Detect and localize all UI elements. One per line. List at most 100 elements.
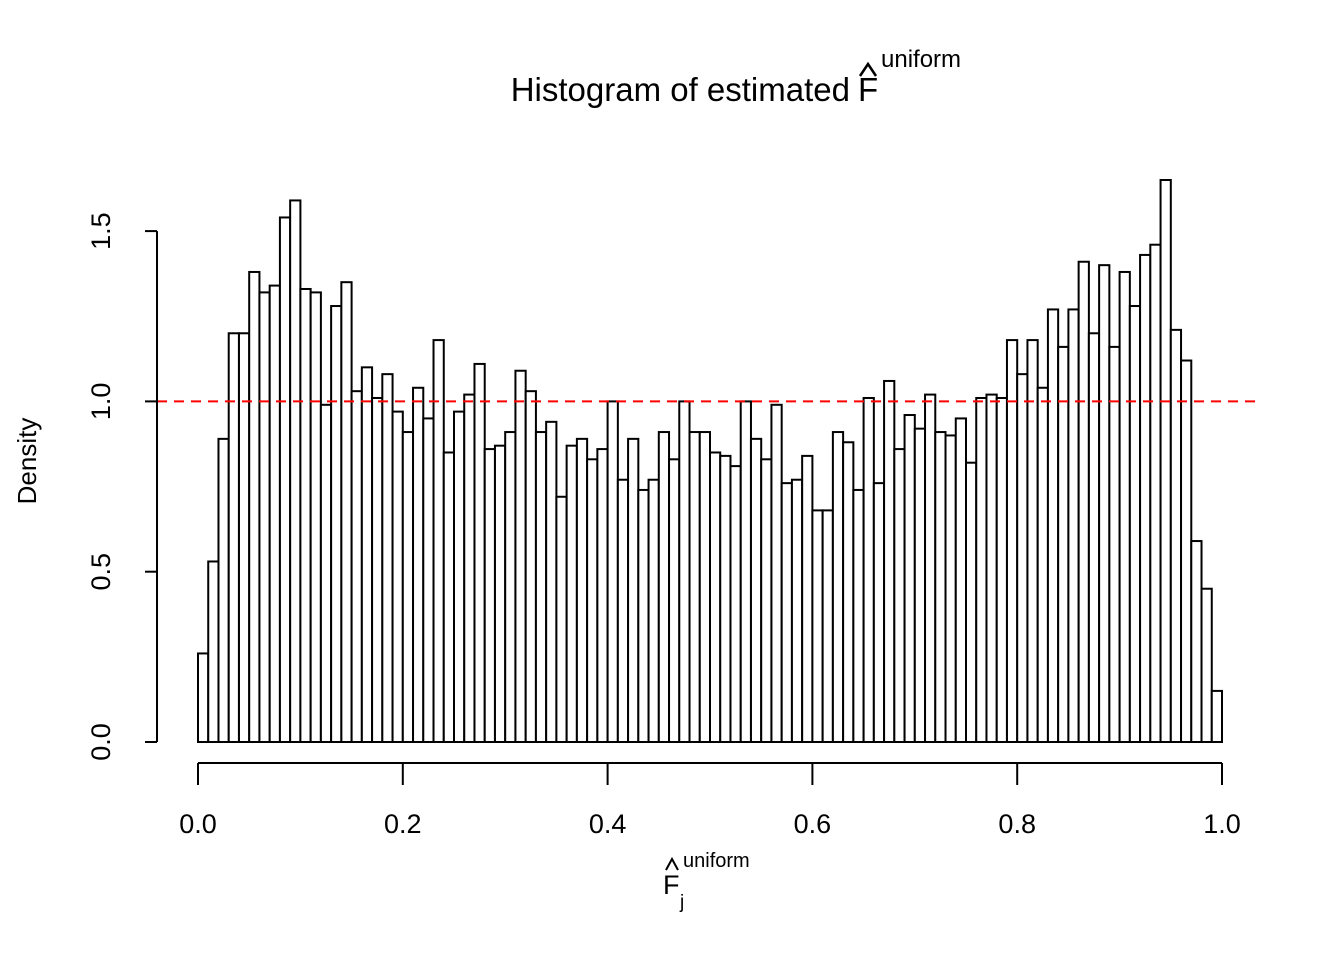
- bar: [606, 400, 619, 743]
- bar: [1005, 339, 1019, 743]
- bar: [268, 284, 281, 743]
- bar: [350, 390, 363, 743]
- bar: [463, 393, 476, 743]
- bar: [453, 410, 466, 743]
- bar: [299, 287, 312, 743]
- bar: [719, 454, 732, 743]
- bar: [412, 386, 425, 743]
- bar: [555, 495, 568, 743]
- bar: [340, 281, 353, 743]
- bar: [493, 444, 507, 743]
- y-label: Density: [12, 418, 42, 505]
- bar: [422, 417, 435, 743]
- x-tick-label: 0.2: [384, 809, 422, 839]
- bar: [1190, 540, 1203, 743]
- bar: [954, 417, 968, 743]
- bar: [985, 393, 998, 743]
- bar: [913, 427, 927, 743]
- bar: [842, 441, 855, 743]
- bar: [514, 369, 527, 743]
- bar: [575, 437, 589, 743]
- bar: [565, 444, 578, 743]
- bar: [197, 652, 210, 744]
- y-tick-label: 1.0: [86, 383, 116, 421]
- bar: [309, 291, 322, 743]
- bar: [1016, 373, 1029, 743]
- bar: [237, 332, 251, 743]
- y-tick-label: 0.5: [86, 553, 116, 591]
- bar: [770, 403, 783, 743]
- x-label-hat: [665, 856, 679, 871]
- bar: [524, 390, 537, 743]
- bar: [1159, 179, 1172, 743]
- title-hat: [858, 61, 878, 77]
- bar: [883, 379, 896, 743]
- bar: [319, 403, 333, 743]
- bar: [278, 216, 292, 743]
- bar: [811, 509, 824, 743]
- bar: [739, 400, 752, 743]
- bar: [534, 431, 548, 743]
- bar: [678, 400, 691, 743]
- bar: [1149, 243, 1162, 743]
- bar: [647, 478, 660, 743]
- bar: [401, 431, 415, 743]
- title-symbol: F: [858, 71, 878, 108]
- bar: [432, 339, 445, 743]
- bar: [371, 396, 384, 743]
- title-superscript: uniform: [881, 46, 961, 73]
- x-label-superscript: uniform: [683, 850, 750, 872]
- x-tick-label: 0.8: [998, 809, 1036, 839]
- bar: [821, 509, 834, 743]
- bar: [965, 461, 978, 743]
- bar: [1067, 308, 1080, 743]
- bar: [1057, 345, 1070, 743]
- bar: [504, 431, 517, 743]
- bar: [258, 291, 271, 743]
- bar: [627, 437, 640, 743]
- bar: [852, 488, 865, 743]
- bar: [1200, 587, 1213, 744]
- chart-title: Histogram of estimated: [511, 71, 850, 108]
- x-tick-label: 0.0: [179, 809, 217, 839]
- bar: [1180, 359, 1193, 743]
- bar: [698, 431, 712, 743]
- bar: [749, 437, 763, 743]
- bar: [995, 396, 1008, 743]
- bar: [227, 332, 240, 743]
- bar: [381, 373, 394, 743]
- bar: [790, 478, 804, 743]
- bar: [688, 431, 701, 743]
- bar: [545, 420, 558, 743]
- x-label-subscript: j: [679, 892, 684, 913]
- bar: [1026, 339, 1039, 743]
- x-label-symbol: F: [663, 870, 680, 900]
- bar: [944, 434, 957, 743]
- bar: [1046, 308, 1060, 743]
- bar: [1087, 332, 1101, 743]
- bar: [391, 410, 404, 743]
- bar: [934, 431, 947, 743]
- bar: [1036, 386, 1049, 743]
- bar: [586, 458, 599, 743]
- x-tick-label: 0.4: [589, 809, 627, 839]
- bar: [760, 458, 773, 743]
- bar: [729, 465, 742, 743]
- bar: [1108, 345, 1121, 743]
- bar: [862, 396, 875, 743]
- bar: [596, 448, 609, 743]
- bar: [289, 199, 302, 744]
- bar: [248, 270, 261, 743]
- bar: [483, 448, 496, 743]
- bar: [360, 366, 374, 743]
- bar: [668, 458, 681, 743]
- y-tick-label: 0.0: [86, 723, 116, 761]
- bar: [924, 393, 937, 743]
- bar: [217, 437, 230, 743]
- x-tick-label: 1.0: [1203, 809, 1241, 839]
- bar: [709, 451, 722, 743]
- bar: [616, 478, 630, 743]
- bar: [1077, 260, 1090, 743]
- bar: [903, 414, 916, 743]
